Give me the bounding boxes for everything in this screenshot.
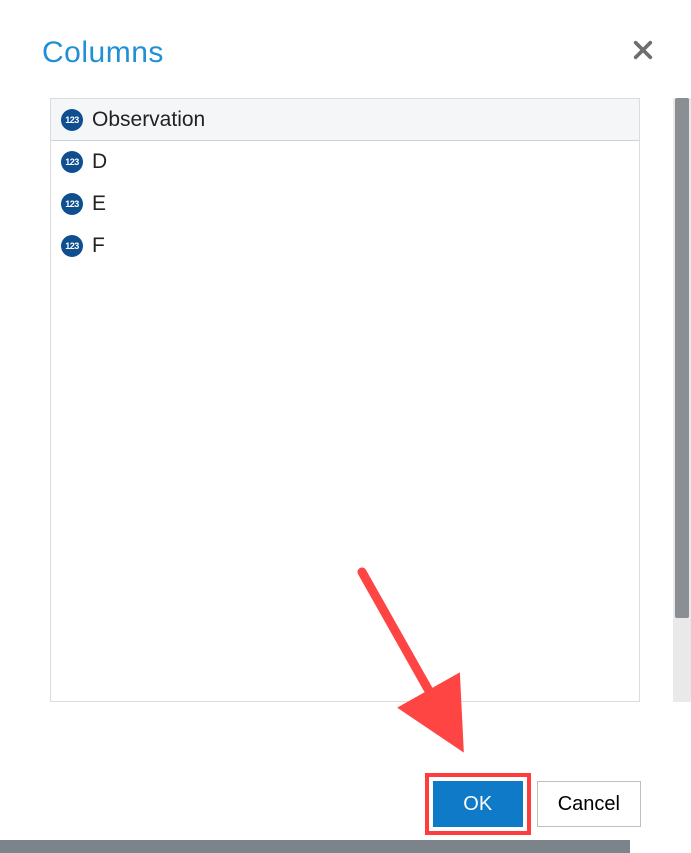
column-item[interactable]: 123 E	[51, 183, 639, 225]
columns-list[interactable]: 123 Observation 123 D 123 E 123 F	[50, 98, 640, 702]
column-item[interactable]: 123 Observation	[51, 99, 639, 141]
dialog-footer: OK Cancel	[0, 781, 691, 827]
columns-dialog: Columns 123 Observation 123 D 123 E 123 F OK Ca…	[0, 0, 691, 853]
column-label: D	[92, 150, 107, 174]
annotation-highlight	[425, 773, 531, 835]
scrollbar-track[interactable]	[673, 98, 691, 702]
column-label: F	[92, 234, 105, 258]
bottom-bar	[0, 840, 630, 853]
numeric-type-icon: 123	[61, 235, 83, 257]
close-button[interactable]	[627, 34, 659, 66]
column-item[interactable]: 123 F	[51, 225, 639, 267]
dialog-title: Columns	[42, 36, 164, 70]
numeric-type-icon: 123	[61, 109, 83, 131]
close-icon	[632, 39, 654, 61]
column-label: Observation	[92, 108, 205, 132]
scrollbar-thumb[interactable]	[675, 98, 689, 618]
cancel-button[interactable]: Cancel	[537, 781, 641, 827]
column-label: E	[92, 192, 106, 216]
column-item[interactable]: 123 D	[51, 141, 639, 183]
numeric-type-icon: 123	[61, 151, 83, 173]
numeric-type-icon: 123	[61, 193, 83, 215]
